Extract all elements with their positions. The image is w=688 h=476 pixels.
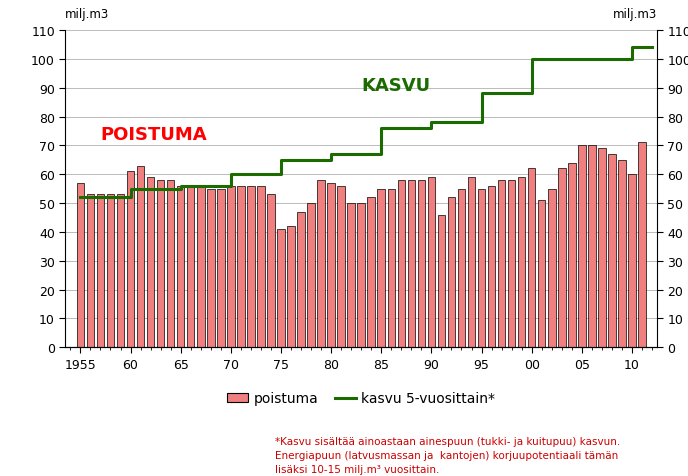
Bar	[378, 189, 385, 347]
Bar	[438, 215, 445, 347]
Bar	[197, 186, 204, 347]
Bar	[608, 155, 616, 347]
Legend: poistuma, kasvu 5-vuosittain*: poistuma, kasvu 5-vuosittain*	[222, 386, 501, 411]
Bar	[558, 169, 566, 347]
Bar	[167, 180, 175, 347]
Bar	[598, 149, 605, 347]
Bar	[428, 178, 435, 347]
Bar	[147, 178, 154, 347]
Bar	[488, 186, 495, 347]
Bar	[217, 189, 224, 347]
Bar	[448, 198, 455, 347]
Text: milj.m3: milj.m3	[613, 9, 657, 21]
Bar	[477, 189, 485, 347]
Bar	[387, 189, 395, 347]
Bar	[578, 146, 585, 347]
Bar	[418, 180, 425, 347]
Bar	[347, 204, 355, 347]
Bar	[127, 172, 134, 347]
Bar	[137, 166, 144, 347]
Bar	[308, 204, 315, 347]
Bar	[638, 143, 646, 347]
Bar	[267, 195, 275, 347]
Bar	[177, 186, 184, 347]
Bar	[207, 189, 215, 347]
Bar	[237, 186, 245, 347]
Bar	[538, 201, 546, 347]
Bar	[317, 180, 325, 347]
Text: milj.m3: milj.m3	[65, 9, 109, 21]
Bar	[337, 186, 345, 347]
Bar	[247, 186, 255, 347]
Bar	[518, 178, 526, 347]
Bar	[97, 195, 104, 347]
Bar	[528, 169, 535, 347]
Bar	[498, 180, 506, 347]
Bar	[458, 189, 465, 347]
Bar	[588, 146, 596, 347]
Text: KASVU: KASVU	[361, 77, 430, 95]
Bar	[187, 186, 195, 347]
Bar	[76, 183, 84, 347]
Bar	[227, 186, 235, 347]
Bar	[619, 160, 625, 347]
Bar	[287, 227, 294, 347]
Bar	[257, 186, 265, 347]
Bar	[628, 175, 636, 347]
Bar	[468, 178, 475, 347]
Bar	[398, 180, 405, 347]
Bar	[87, 195, 94, 347]
Bar	[277, 229, 285, 347]
Bar	[157, 180, 164, 347]
Bar	[297, 212, 305, 347]
Bar	[407, 180, 415, 347]
Bar	[367, 198, 375, 347]
Bar	[358, 204, 365, 347]
Bar	[568, 163, 576, 347]
Text: *Kasvu sisältää ainoastaan ainespuun (tukki- ja kuitupuu) kasvun.
Energiapuun (l: *Kasvu sisältää ainoastaan ainespuun (tu…	[275, 436, 621, 474]
Text: POISTUMA: POISTUMA	[100, 126, 207, 144]
Bar	[548, 189, 555, 347]
Bar	[117, 195, 125, 347]
Bar	[327, 183, 335, 347]
Bar	[107, 195, 114, 347]
Bar	[508, 180, 515, 347]
